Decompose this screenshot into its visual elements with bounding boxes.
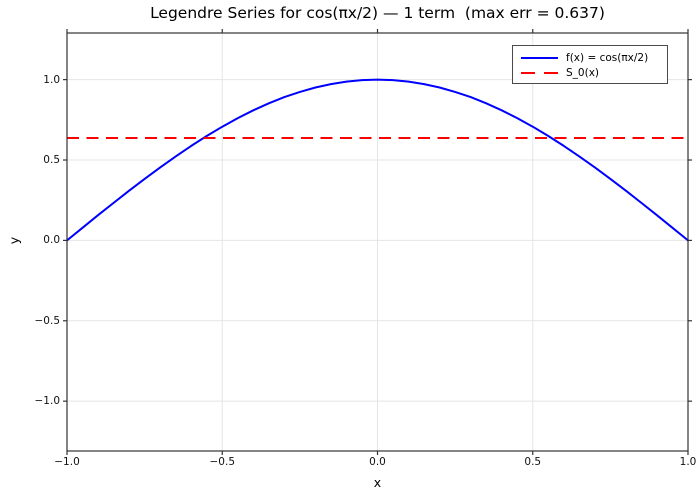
legend-blue-line-icon xyxy=(521,56,558,59)
legend-entry-s0: S_0(x) xyxy=(521,65,660,80)
x-tick-label: 0.0 xyxy=(369,456,386,468)
curve-fx xyxy=(66,78,689,242)
y-tick-label: −1.0 xyxy=(34,395,61,408)
legend: f(x) = cos(πx/2) S_0(x) xyxy=(512,45,668,84)
x-tick-label: −1.0 xyxy=(54,456,80,468)
y-tick-label: 1.0 xyxy=(43,73,60,86)
x-tick-label: 0.5 xyxy=(524,456,542,468)
y-tick-label: 0.5 xyxy=(43,154,60,166)
x-axis-label: x xyxy=(373,475,382,490)
x-tick-label: 1.0 xyxy=(679,456,697,468)
legend-label-s0: S_0(x) xyxy=(566,66,600,79)
legend-entry-fx: f(x) = cos(πx/2) xyxy=(521,50,660,65)
legend-red-dashed-line-icon xyxy=(521,71,558,74)
chart-title: Legendre Series for cos(πx/2) — 1 term (… xyxy=(150,4,605,22)
y-tick-label: −0.5 xyxy=(34,314,61,327)
y-tick-label: 0.0 xyxy=(43,234,60,247)
legend-label-fx: f(x) = cos(πx/2) xyxy=(566,51,649,64)
y-axis-label: y xyxy=(6,236,22,245)
x-tick-label: −0.5 xyxy=(209,456,236,468)
